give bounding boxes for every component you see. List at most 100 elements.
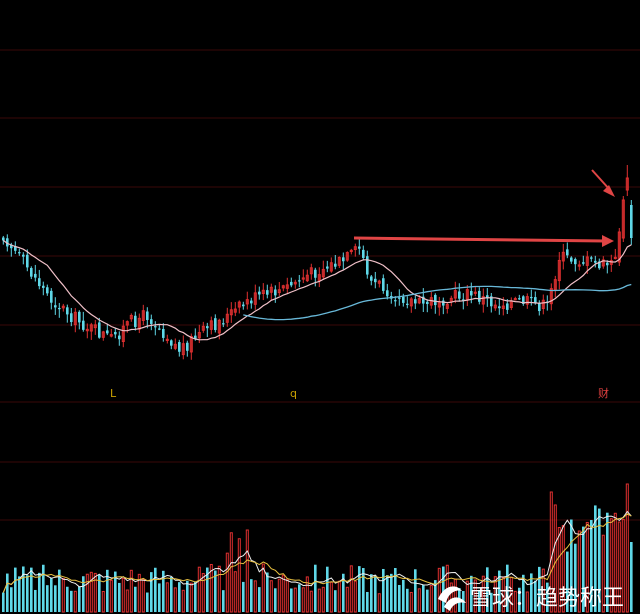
candle-body (590, 257, 593, 259)
candle (269, 283, 273, 301)
volume-bar (186, 580, 189, 612)
candle-body (225, 313, 229, 323)
volume-bar (370, 574, 373, 612)
volume-bar (206, 567, 209, 612)
candle (250, 297, 253, 309)
candle-body (513, 298, 517, 301)
candle (453, 281, 457, 304)
volume-bar (2, 592, 5, 612)
candle-body (321, 268, 325, 278)
volume-bar (229, 532, 233, 613)
candle (173, 338, 177, 351)
volume-bar (6, 573, 9, 612)
marker-label: L (110, 387, 117, 400)
candle-body (398, 297, 401, 299)
volume-bar (362, 568, 365, 612)
candle-body (458, 291, 461, 299)
volume-bar (417, 588, 421, 613)
volume-bar (38, 572, 41, 612)
candle (577, 260, 581, 271)
volume-bar (121, 578, 125, 613)
volume-bar (46, 585, 49, 612)
volume-bar (498, 570, 501, 612)
candle-body (222, 323, 225, 325)
volume-bar (26, 575, 29, 612)
volume-bar (334, 590, 337, 612)
candle (150, 314, 153, 331)
candle (561, 243, 565, 270)
candle (245, 291, 249, 310)
volume-bar (437, 567, 441, 613)
candle-body (386, 290, 389, 297)
candle (222, 318, 225, 328)
volume-bar (66, 586, 69, 612)
ma-long-line (243, 283, 632, 321)
candle (557, 252, 561, 290)
volume-bar (106, 569, 109, 612)
volume-bar (434, 580, 437, 612)
volume-bar (233, 571, 237, 613)
candle (162, 323, 165, 342)
candle-body (434, 294, 437, 306)
candle-body (621, 199, 625, 239)
volume-bar (301, 587, 305, 613)
volume-bar (490, 592, 493, 612)
volume-bar (449, 582, 453, 613)
volume-bar (146, 592, 149, 612)
volume-bar (274, 588, 277, 612)
candle-body (46, 287, 49, 294)
volume-bar (402, 579, 405, 612)
volume-bar (577, 530, 581, 613)
volume-bar (70, 590, 73, 612)
volume-bar (173, 587, 177, 613)
volume-bar (522, 574, 525, 612)
annotations (353, 169, 615, 247)
candle-body (70, 313, 73, 323)
candle (141, 304, 145, 326)
candle (293, 279, 297, 289)
candle-body (518, 298, 521, 300)
volume-bar (630, 542, 633, 612)
candle-body (437, 302, 441, 308)
volume-bar (165, 582, 169, 613)
volume-bar (293, 587, 297, 613)
volume-bar (486, 567, 489, 612)
candle (14, 241, 17, 255)
candle-body (382, 278, 385, 291)
volume-bar (118, 582, 121, 612)
volume-bar (225, 552, 229, 613)
candle-body (154, 326, 157, 328)
volume-bar (585, 521, 589, 613)
volume-bar (73, 590, 77, 613)
candle (445, 302, 449, 314)
volume-bar (10, 587, 13, 612)
candle-body (30, 268, 33, 277)
candle-body (506, 303, 509, 310)
candle (465, 284, 469, 306)
candle (598, 258, 601, 270)
candle (118, 331, 121, 346)
candle (285, 277, 289, 294)
candle-body (394, 300, 397, 302)
volume-bar (414, 569, 417, 612)
candle (134, 311, 137, 331)
candle-body (61, 305, 65, 309)
candle (426, 299, 429, 313)
candle-body (18, 252, 21, 254)
candle (101, 330, 105, 341)
candle-body (2, 237, 5, 241)
candle (590, 255, 593, 262)
candle-body (417, 298, 421, 304)
volume-bar (89, 571, 93, 613)
candle-body (353, 246, 357, 251)
candle (26, 249, 29, 272)
candle-body (229, 309, 233, 316)
volume-bar (109, 579, 113, 613)
candle (342, 252, 345, 270)
candle-body (585, 256, 589, 266)
candle (366, 250, 369, 279)
volume-bar (101, 590, 105, 613)
volume-bar (342, 573, 345, 612)
volume-bar (237, 538, 241, 613)
